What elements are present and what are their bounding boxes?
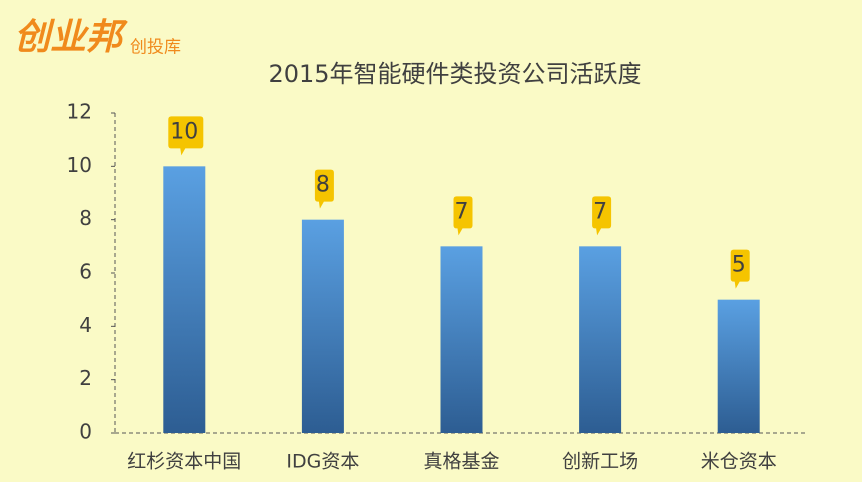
bar: [717, 299, 760, 433]
x-tick-label: IDG资本: [286, 451, 359, 473]
label-callout: [168, 116, 204, 156]
label-callout: [730, 249, 750, 289]
bar: [440, 246, 483, 433]
x-tick-label: 米仓资本: [701, 451, 777, 473]
y-tick-label: 2: [79, 366, 92, 390]
label-callout: [314, 169, 334, 209]
data-label: 7: [455, 199, 469, 224]
x-tick-label: 创新工场: [562, 451, 638, 473]
x-tick-label: 红杉资本中国: [127, 451, 241, 473]
x-tick-label: 真格基金: [423, 451, 499, 473]
bar: [301, 219, 344, 433]
y-tick-label: 12: [67, 100, 92, 124]
logo-sub: 创投库: [130, 38, 181, 58]
y-tick-label: 8: [79, 206, 92, 230]
data-label: 7: [593, 199, 607, 224]
y-tick-label: 0: [79, 420, 92, 444]
label-callout: [453, 196, 473, 236]
data-label: 10: [170, 119, 198, 144]
bar: [579, 246, 622, 433]
logo-brand: 创业邦: [14, 16, 128, 58]
data-label: 8: [316, 173, 330, 198]
y-tick-label: 4: [79, 313, 92, 337]
label-callout: [592, 196, 612, 236]
y-tick-label: 6: [79, 260, 92, 284]
data-label: 5: [732, 253, 746, 278]
y-tick-label: 10: [67, 153, 92, 177]
bar: [163, 166, 206, 434]
chart-title: 2015年智能硬件类投资公司活跃度: [268, 60, 641, 88]
